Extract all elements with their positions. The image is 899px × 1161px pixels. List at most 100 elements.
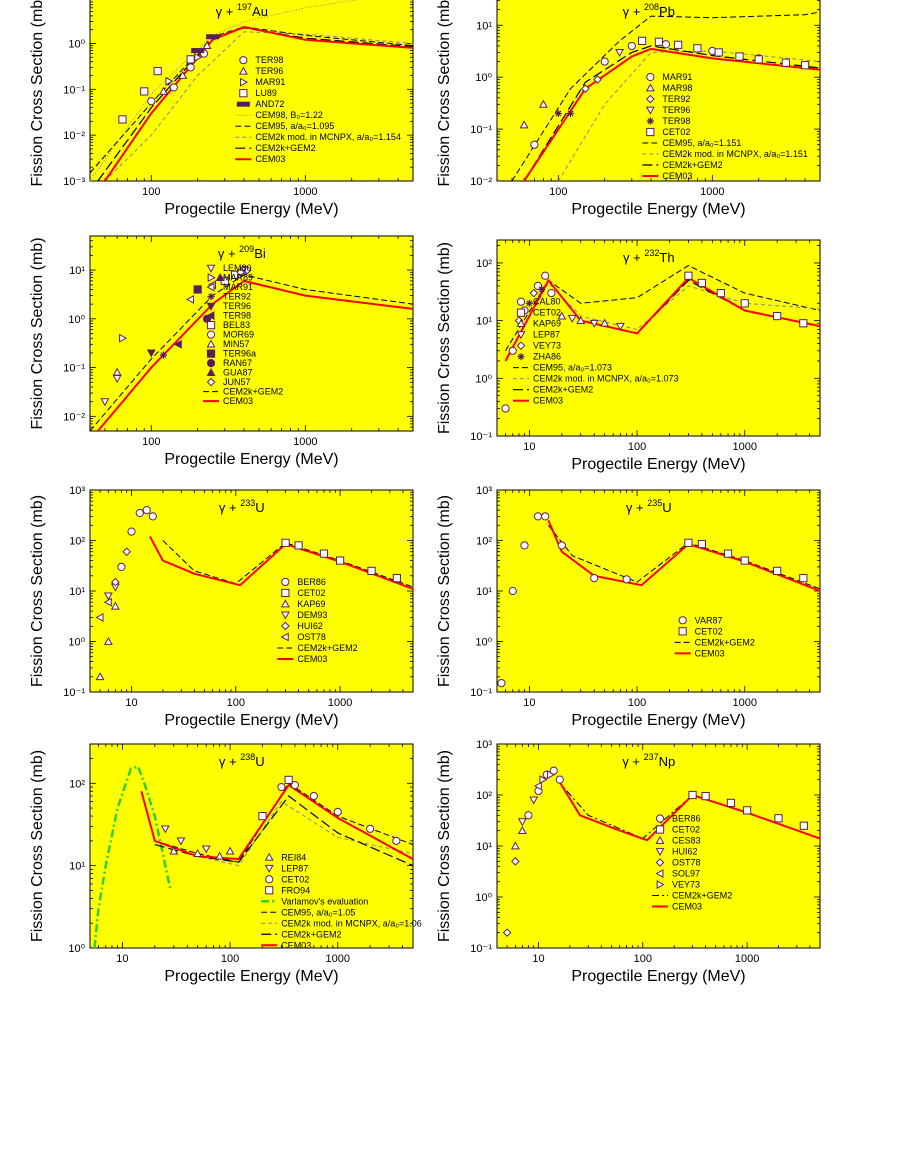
legend-label: TER96 <box>662 105 690 115</box>
legend-label: TER92 <box>662 94 690 104</box>
y-tick-label: 10⁻² <box>470 176 492 188</box>
data-point-var87 <box>622 575 631 584</box>
data-point-jun57 <box>242 265 252 275</box>
data-point-ter96 <box>178 70 188 79</box>
data-point-cet02 <box>740 556 749 565</box>
data-point-mar89 <box>119 333 128 343</box>
data-point-cal80 <box>547 289 556 298</box>
y-tick-label: 10¹ <box>476 20 492 32</box>
x-tick-label: 1000 <box>735 953 759 965</box>
y-tick-label: 10¹ <box>476 316 492 328</box>
legend-label: BER86 <box>672 814 701 824</box>
legend-marker-vey73 <box>656 880 665 889</box>
data-point-fro94 <box>258 811 267 821</box>
axis-ticks <box>496 0 821 182</box>
legend-marker-cet02 <box>678 627 687 636</box>
legend-label: REI84 <box>281 852 306 862</box>
data-point-mar91 <box>194 52 203 62</box>
legend-label: TER98 <box>223 311 251 321</box>
x-axis-label: Progectile Energy (MeV) <box>571 456 745 473</box>
legend-label: OST78 <box>297 632 326 642</box>
panel-title: γ + 233U <box>219 498 265 515</box>
panel-u-238: 10 100 1000 10⁰ 10¹ 10² Progectile Energy (MeV… <box>29 743 422 985</box>
y-tick-label: 10² <box>69 778 85 790</box>
x-tick-label: 1000 <box>733 697 757 709</box>
y-axis-label: Fission Cross Section (mb) <box>436 495 453 687</box>
y-tick-label: 10¹ <box>69 861 85 873</box>
x-tick-label: 10 <box>116 953 128 965</box>
panel-u-235: 10 100 1000 10⁻¹ 10⁰ 10¹ 10² 10³ Progectile Ener… <box>436 485 821 729</box>
data-point-lem80 <box>100 398 110 407</box>
x-axis-label: Progectile Energy (MeV) <box>164 968 338 985</box>
data-point-ter98 <box>173 339 182 349</box>
y-tick-label: 10¹ <box>69 586 85 598</box>
data-point-cet02 <box>281 538 290 547</box>
plot-area <box>89 489 414 693</box>
legend-label: CEM03 <box>695 648 725 658</box>
data-point-var87 <box>541 512 550 521</box>
data-point-ost78 <box>502 928 512 937</box>
experimental-points <box>95 505 401 681</box>
legend-label: CEM2k+GEM2 <box>223 387 283 397</box>
experimental-points <box>501 271 808 413</box>
plot-area <box>496 743 821 949</box>
x-tick-label: 1000 <box>293 186 317 198</box>
data-point-cet02 <box>742 806 752 815</box>
legend: LEM80MAR89MAR91TER92TER96TER98BEL83MOR69… <box>203 263 283 406</box>
legend-marker-zha86 <box>517 353 525 361</box>
legend-label: CEM03 <box>662 171 692 181</box>
legend-marker-lep87 <box>264 864 274 873</box>
data-point-bel83 <box>231 270 240 279</box>
legend-marker-ter96 <box>206 302 216 311</box>
curves <box>504 265 820 362</box>
data-point-cet02 <box>684 538 693 547</box>
legend-label: FRO94 <box>281 885 310 895</box>
panel-title: γ + 208Pb <box>623 2 675 19</box>
panel-title: γ + 209Bi <box>218 244 266 261</box>
data-point-ter96 <box>615 49 625 58</box>
legend-label: CET02 <box>662 127 690 137</box>
y-axis-label: Fission Cross Section (mb) <box>29 237 46 429</box>
legend-marker-mar98 <box>645 83 655 92</box>
legend-marker-ter92 <box>646 94 655 104</box>
data-point-ter98 <box>566 109 575 118</box>
curve-cem2k-gem2 <box>523 45 820 181</box>
y-tick-label: 10¹ <box>69 265 85 277</box>
data-point-mar91 <box>627 41 636 51</box>
legend-marker-rei84 <box>264 852 274 861</box>
legend-marker-cet02 <box>646 127 655 137</box>
panel-title: γ + 238U <box>219 752 265 769</box>
curves <box>511 11 820 181</box>
data-point-cet02 <box>697 539 706 549</box>
experimental-points <box>519 36 810 149</box>
x-tick-label: 100 <box>221 953 239 965</box>
legend-label: TER96 <box>255 66 283 76</box>
data-point-mar91 <box>165 76 174 86</box>
data-point-lu89 <box>140 87 149 96</box>
legend-label: CEM2k+GEM2 <box>672 891 732 901</box>
legend-marker-fro94 <box>265 886 274 895</box>
curves <box>90 274 413 431</box>
legend-marker-ter96 <box>238 66 248 75</box>
data-point-var87 <box>557 541 566 550</box>
x-axis-label: Progectile Energy (MeV) <box>571 712 745 729</box>
legend-label: MAR91 <box>662 72 692 82</box>
legend-marker-gua87 <box>206 367 216 376</box>
data-point-cet02 <box>799 821 808 830</box>
legend-label: CEM95, a/a₀=1.073 <box>533 363 612 373</box>
data-point-lu89 <box>186 55 195 64</box>
legend-marker-cet02 <box>516 308 526 317</box>
data-point-cal80 <box>508 346 517 355</box>
data-point-cet02 <box>726 798 736 807</box>
data-point-gua87 <box>215 272 225 282</box>
legend-label: CEM03 <box>255 154 285 164</box>
curve-cem2k-mod-in-mcnpx-a-a-1-154 <box>104 31 413 181</box>
data-point-ost78 <box>511 857 520 866</box>
legend-marker-bel83 <box>206 321 216 330</box>
legend-marker-sol97 <box>655 869 664 878</box>
y-tick-label: 10⁰ <box>68 637 85 649</box>
axis-ticks <box>496 489 821 693</box>
legend-label: CEM03 <box>533 396 563 406</box>
